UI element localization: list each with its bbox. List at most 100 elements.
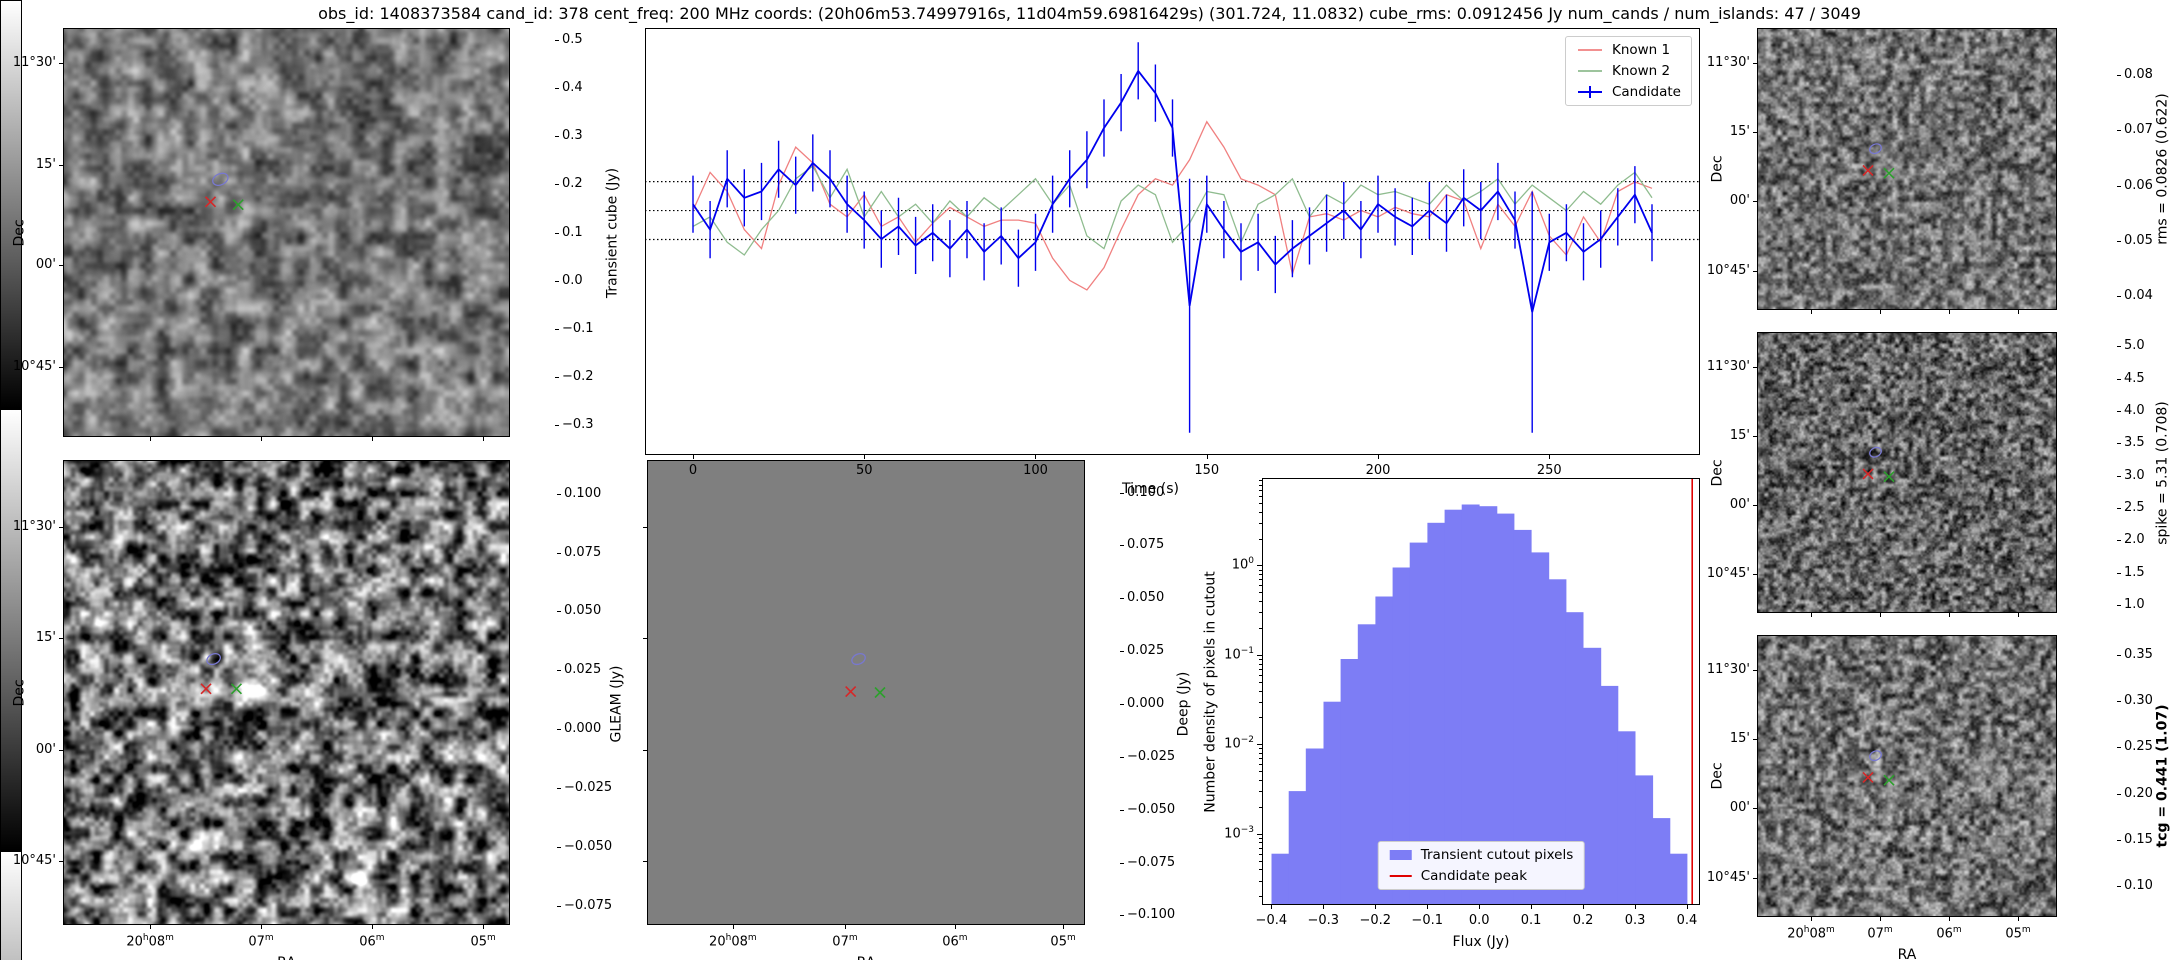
legend-label: Known 1 xyxy=(1611,42,1671,58)
ra-tick xyxy=(2018,613,2019,617)
source-contour xyxy=(851,652,866,666)
density-minor-tick xyxy=(1259,574,1262,576)
density-minor-tick xyxy=(1259,659,1262,660)
colorbar-tick-label: 0.5 xyxy=(562,31,583,47)
colorbar-tick xyxy=(1120,598,1124,600)
density-tick-label: 10−2 xyxy=(1224,735,1254,752)
density-minor-tick xyxy=(1259,764,1262,766)
colorbar-label: spike = 5.31 (0.708) xyxy=(2154,400,2171,545)
green-x-marker xyxy=(1883,774,1895,786)
legend-label: Known 2 xyxy=(1611,63,1671,79)
legend-label: Candidate xyxy=(1611,84,1681,100)
dec-axis-label: Dec xyxy=(11,218,28,247)
transient-cube-colorbar xyxy=(0,0,22,409)
colorbar-tick-label: 0.07 xyxy=(2124,122,2153,138)
density-minor-tick xyxy=(1259,847,1262,849)
density-minor-tick xyxy=(1259,579,1262,581)
histogram-bar xyxy=(1496,513,1515,905)
ra-tick-label: 06m xyxy=(359,933,385,950)
ra-tick-label: 20h08m xyxy=(1787,925,1835,942)
histogram-legend: Transient cutout pixels Candidate peak xyxy=(1377,841,1585,890)
colorbar-tick-label: 0.06 xyxy=(2124,177,2153,193)
ra-tick xyxy=(1880,613,1881,617)
density-minor-tick xyxy=(1259,663,1262,665)
dec-tick-label: 10°45' xyxy=(1706,565,1750,581)
colorbar-tick-label: 4.0 xyxy=(2124,402,2145,418)
figure-title: obs_id: 1408373584 cand_id: 378 cent_fre… xyxy=(318,4,1861,23)
ra-tick-label: 05m xyxy=(1050,933,1076,950)
colorbar-tick xyxy=(1120,809,1124,811)
dec-tick xyxy=(59,750,63,752)
ra-tick xyxy=(1949,917,1950,921)
density-minor-tick xyxy=(1259,612,1262,614)
colorbar-tick xyxy=(2117,747,2121,749)
colorbar-tick xyxy=(2117,540,2121,542)
histogram-bar xyxy=(1288,791,1307,905)
lightcurve-plot xyxy=(645,42,1700,433)
colorbar-tick xyxy=(2117,475,2121,477)
dec-tick-label: 15' xyxy=(35,156,56,172)
colorbar-tick xyxy=(1120,545,1124,547)
colorbar-tick xyxy=(557,552,561,554)
density-minor-tick xyxy=(1259,690,1262,692)
green-x-marker xyxy=(230,683,243,695)
colorbar-tick-label: 0.25 xyxy=(2124,739,2153,755)
flux-tick xyxy=(1687,905,1688,909)
dec-tick xyxy=(59,62,63,64)
colorbar-tick-label: 0.15 xyxy=(2124,831,2153,847)
ra-tick xyxy=(371,437,373,441)
dec-tick xyxy=(1753,739,1757,741)
density-tick-label: 10−1 xyxy=(1224,646,1254,663)
red-x-marker xyxy=(1862,164,1874,176)
colorbar-tick xyxy=(557,670,561,672)
colorbar-tick-label: 3.5 xyxy=(2124,435,2145,451)
ra-tick xyxy=(150,925,152,929)
dec-tick-label: 11°30' xyxy=(1706,662,1750,678)
gleam-colorbar xyxy=(0,409,22,851)
ra-tick-label: 06m xyxy=(942,933,968,950)
dec-tick-label: 11°30' xyxy=(1706,55,1750,71)
colorbar-tick xyxy=(2117,655,2121,657)
flux-tick-label: 0.3 xyxy=(1624,913,1646,928)
deep-cutout-image xyxy=(647,460,1085,925)
legend-swatch-known-1 xyxy=(1577,49,1602,51)
histogram-bar xyxy=(1635,775,1654,905)
ra-axis-label: RA xyxy=(1897,947,1917,960)
histogram-bar xyxy=(1323,701,1342,905)
density-major-tick xyxy=(1257,654,1262,656)
colorbar-tick xyxy=(1120,862,1124,864)
histogram-bar xyxy=(1427,522,1446,905)
colorbar-tick-label: 0.100 xyxy=(564,485,602,501)
red-x-marker xyxy=(845,686,857,698)
colorbar-tick xyxy=(2117,296,2121,298)
density-minor-tick xyxy=(1259,674,1262,676)
colorbar-tick-label: 4.5 xyxy=(2124,370,2145,386)
histogram-bar xyxy=(1340,659,1359,905)
histogram-bar xyxy=(1513,529,1532,905)
dec-tick xyxy=(59,861,63,863)
histogram-bar xyxy=(1669,853,1688,905)
density-minor-tick xyxy=(1259,681,1262,683)
dec-tick-label: 00' xyxy=(1729,193,1750,209)
colorbar-tick xyxy=(555,88,559,90)
density-minor-tick xyxy=(1259,860,1262,862)
colorbar-tick xyxy=(2117,605,2121,607)
dec-tick xyxy=(1753,573,1757,575)
dec-tick xyxy=(1753,63,1757,65)
time-tick xyxy=(1378,455,1380,459)
colorbar-tick xyxy=(2117,701,2121,703)
dec-tick-label: 15' xyxy=(35,629,56,645)
ra-tick xyxy=(732,925,734,929)
source-contour xyxy=(212,172,229,187)
density-minor-tick xyxy=(1259,791,1262,793)
source-contour xyxy=(206,652,221,666)
colorbar-tick-label: −0.2 xyxy=(562,368,594,384)
ra-tick xyxy=(371,925,373,929)
colorbar-tick-label: −0.075 xyxy=(564,897,613,913)
red-x-marker xyxy=(1862,771,1874,783)
density-minor-tick xyxy=(1259,495,1262,497)
green-x-marker xyxy=(1883,167,1895,179)
flux-axis-label: Flux (Jy) xyxy=(1452,934,1510,950)
colorbar-tick-label: −0.100 xyxy=(1127,907,1176,923)
flux-tick xyxy=(1635,905,1637,909)
